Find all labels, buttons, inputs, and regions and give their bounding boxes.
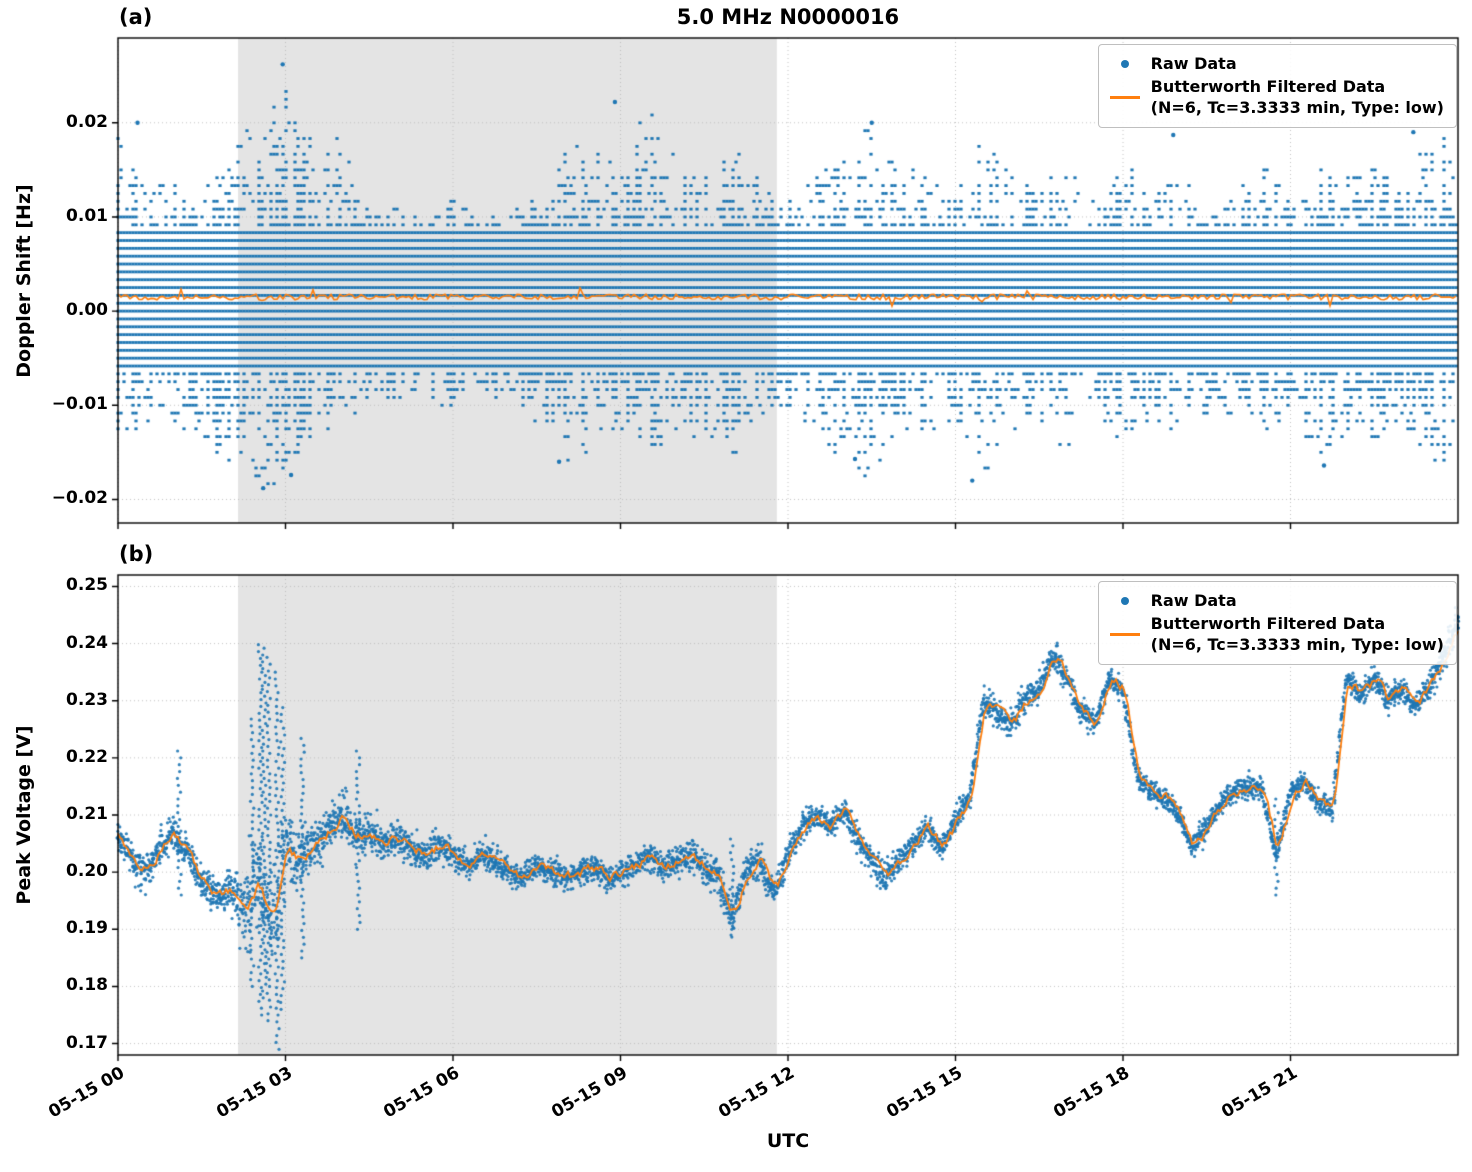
panel-b-label: (b)	[119, 542, 154, 566]
x-axis-label: UTC	[766, 1130, 810, 1152]
legend-filtered-label-line2: (N=6, Tc=3.3333 min, Type: low)	[1150, 97, 1444, 117]
panel-b-legend: Raw Data Butterworth Filtered Data (N=6,…	[1097, 581, 1457, 666]
y-tick-label: 0.17	[66, 1032, 108, 1053]
y-tick-label: 0.20	[66, 861, 108, 882]
legend-raw-entry: Raw Data	[1108, 54, 1444, 75]
y-tick-label: 0.18	[66, 975, 108, 996]
figure-title: 5.0 MHz N0000016	[676, 5, 900, 29]
raw-data-dot-marker-icon	[1108, 597, 1142, 606]
panel-a-legend: Raw Data Butterworth Filtered Data (N=6,…	[1097, 44, 1457, 129]
panel-a-label: (a)	[119, 5, 153, 29]
y-tick-label: 0.24	[66, 632, 108, 653]
y-tick-label: 0.22	[66, 746, 108, 767]
filtered-line-marker-icon	[1108, 96, 1142, 100]
legend-filtered-entry: Butterworth Filtered Data (N=6, Tc=3.333…	[1108, 77, 1444, 119]
y-tick-label: 0.23	[66, 689, 108, 710]
y-tick-label: 0.25	[66, 575, 108, 596]
legend-filtered-entry: Butterworth Filtered Data (N=6, Tc=3.333…	[1108, 614, 1444, 656]
legend-raw-label: Raw Data	[1150, 591, 1237, 610]
y-tick-label: 0.21	[66, 804, 108, 824]
y-tick-label: −0.01	[51, 394, 108, 415]
legend-raw-label: Raw Data	[1150, 54, 1237, 73]
legend-filtered-label: Butterworth Filtered Data (N=6, Tc=3.333…	[1151, 614, 1444, 656]
y-tick-label: 0.00	[66, 300, 108, 321]
y-tick-label: −0.02	[51, 488, 108, 509]
y-tick-label: 0.02	[66, 111, 108, 132]
legend-filtered-label-line1: Butterworth Filtered Data	[1150, 76, 1386, 96]
legend-filtered-label: Butterworth Filtered Data (N=6, Tc=3.333…	[1151, 77, 1444, 119]
legend-raw-entry: Raw Data	[1108, 591, 1444, 612]
legend-filtered-label-line2: (N=6, Tc=3.3333 min, Type: low)	[1150, 634, 1444, 654]
y-tick-label: 0.01	[66, 205, 108, 226]
filtered-line-marker-icon	[1108, 633, 1142, 637]
y-tick-label: 0.19	[66, 918, 108, 939]
legend-filtered-label-line1: Butterworth Filtered Data	[1150, 613, 1386, 633]
raw-data-dot-marker-icon	[1108, 60, 1142, 69]
